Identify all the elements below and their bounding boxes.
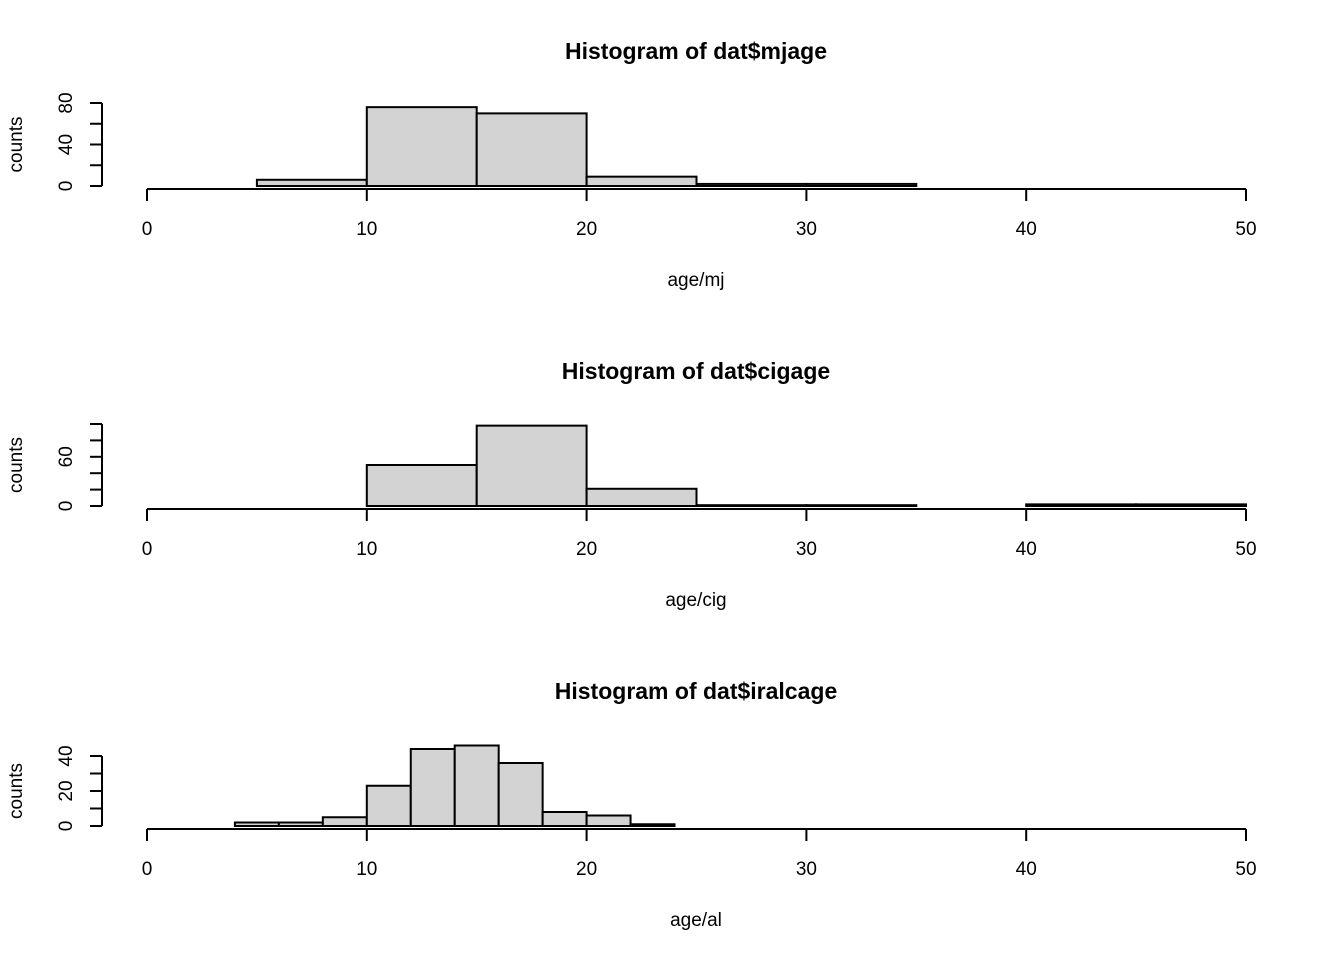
- bar: [233, 821, 280, 827]
- y-tick-label: 20: [56, 780, 77, 801]
- x-tick-label: 50: [1235, 219, 1256, 240]
- bar: [629, 823, 676, 827]
- chart-panel: Histogram of dat$iralcage age/al counts 0 10…: [6, 678, 1257, 931]
- x-tick-label: 0: [142, 219, 153, 240]
- x-tick-label: 30: [796, 219, 817, 240]
- x-axis-label: age/mj: [667, 270, 724, 291]
- x-tick-label: 0: [142, 539, 153, 560]
- y-axis-label: counts: [6, 117, 27, 173]
- chart-panel: Histogram of dat$mjage age/mj counts 0 10 20 3…: [6, 38, 1257, 291]
- y-axis-label: counts: [6, 763, 27, 819]
- x-tick-label: 20: [576, 539, 597, 560]
- bar: [409, 748, 456, 827]
- chart-panel: Histogram of dat$cigage age/cig counts 0 10 2…: [6, 358, 1257, 611]
- y-tick-label: 0: [56, 181, 77, 192]
- x-tick-label: 50: [1235, 859, 1256, 880]
- x-tick-label: 0: [142, 859, 153, 880]
- bar: [365, 464, 478, 507]
- bar: [365, 106, 478, 187]
- x-tick-label: 10: [356, 219, 377, 240]
- x-tick-label: 10: [356, 539, 377, 560]
- bar: [277, 821, 324, 827]
- chart-title: Histogram of dat$mjage: [565, 38, 827, 64]
- bar: [321, 816, 368, 827]
- bar: [1135, 503, 1247, 508]
- x-tick-label: 20: [576, 859, 597, 880]
- x-tick-label: 40: [1016, 859, 1037, 880]
- x-tick-label: 10: [356, 859, 377, 880]
- bar: [695, 182, 808, 188]
- y-tick-label: 40: [56, 745, 77, 766]
- bar: [805, 182, 918, 188]
- bar: [475, 424, 588, 507]
- bar: [585, 814, 632, 827]
- bar: [585, 487, 698, 507]
- bar: [541, 811, 588, 827]
- bar: [1025, 503, 1138, 508]
- x-axis-label: age/cig: [665, 590, 726, 611]
- y-tick-label: 80: [56, 92, 77, 113]
- chart-title: Histogram of dat$iralcage: [555, 678, 837, 704]
- y-tick-label: 60: [56, 446, 77, 467]
- x-tick-label: 20: [576, 219, 597, 240]
- y-tick-label: 0: [56, 501, 77, 512]
- bar: [365, 784, 412, 827]
- chart-title: Histogram of dat$cigage: [562, 358, 830, 384]
- x-tick-label: 50: [1235, 539, 1256, 560]
- bar: [453, 744, 500, 827]
- bar: [805, 504, 918, 507]
- y-tick-label: 0: [56, 821, 77, 832]
- bar: [585, 175, 698, 188]
- bar: [255, 178, 368, 187]
- bar: [475, 112, 588, 187]
- bar: [497, 762, 544, 827]
- y-axis-label: counts: [6, 437, 27, 493]
- bar: [695, 504, 808, 507]
- x-axis-label: age/al: [670, 910, 722, 931]
- x-tick-label: 40: [1016, 539, 1037, 560]
- y-tick-label: 40: [56, 134, 77, 155]
- x-tick-label: 40: [1016, 219, 1037, 240]
- x-tick-label: 30: [796, 859, 817, 880]
- x-tick-label: 30: [796, 539, 817, 560]
